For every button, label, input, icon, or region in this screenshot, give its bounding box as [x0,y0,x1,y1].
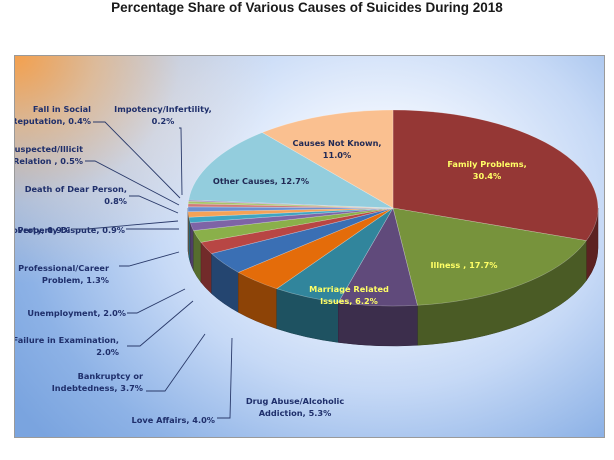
slice-label-line: Illness , 17.7% [430,260,497,270]
slice-label-3: Drug Abuse/Alcoholic Addiction, 5.3% [246,396,345,418]
pie-slice-13 [187,200,394,209]
leader-line-5 [146,333,206,392]
pie-slice-8 [189,207,394,231]
slice-label-6: Failure in Examination, 2.0% [15,335,119,357]
pie-slice-14 [188,199,394,209]
slice-label-14: Impotency/Infertility, 0.2% [114,104,212,126]
slice-label-line: Relation , 0.5% [15,156,83,166]
slice-label-line: Professional/Career [18,263,110,273]
slice-label-line: Fall in Social [33,104,91,114]
slice-label-1: Illness , 17.7% [430,260,497,270]
slice-label-line: Problem, 1.3% [42,275,109,285]
pie-slice-6 [200,207,394,254]
slice-label-line: Death of Dear Person, [25,184,127,194]
slice-label-2: Marriage Related Issues, 6.2% [309,284,389,306]
leader-line-10 [71,220,179,230]
slice-label-13: Fall in Social Reputation, 0.4% [15,104,91,126]
slice-label-line: Marriage Related [309,284,389,294]
slice-label-line: Love Affairs, 4.0% [132,415,215,425]
leader-line-14 [179,127,183,196]
pie-slice-5 [210,207,394,273]
slice-label-line: 11.0% [323,150,351,160]
pie-slice-2 [337,207,418,307]
pie-side-2 [338,302,418,347]
slice-label-line: Bankruptcy or [78,371,144,381]
slice-label-8: Professional/Career Problem, 1.3% [18,263,110,285]
slice-label-line: Failure in Examination, [15,335,119,345]
slice-label-line: Addiction, 5.3% [259,408,332,418]
pie-chart: Family Problems, 30.4% Illness , 17.7% Marr… [15,104,599,425]
pie-slice-1 [392,207,587,306]
pie-slice-9 [188,207,394,224]
slice-label-line: Impotency/Infertility, [114,104,212,114]
pie-slice-10 [187,207,394,218]
slice-label-line: Suspected/Illicit [15,144,83,154]
slice-label-7: Unemployment, 2.0% [27,308,126,318]
slice-label-line: Unemployment, 2.0% [27,308,126,318]
pie-slice-16 [261,109,394,209]
leader-line-8 [119,251,180,267]
leader-line-12 [85,160,180,206]
slice-label-5: Bankruptcy or Indebtedness, 3.7% [52,371,144,393]
slice-label-9: Property Dispute, 0.9% [17,225,125,235]
slice-label-line: Indebtedness, 3.7% [52,383,143,393]
slice-label-line: Drug Abuse/Alcoholic [246,396,345,406]
slice-label-15: Other Causes, 12.7% [213,176,309,186]
slice-label-16: Causes Not Known, 11.0% [292,138,381,160]
pie-labels: Family Problems, 30.4% Illness , 17.7% Marr… [15,104,527,425]
pie-slice-7 [193,207,394,243]
pie-slice-4 [237,207,394,290]
leader-line-11 [129,195,179,214]
slice-label-line: Issues, 6.2% [320,296,378,306]
pie-slice-12 [187,203,394,209]
leader-line-7 [127,288,186,314]
slice-label-12: Suspected/Illicit Relation , 0.5% [15,144,83,166]
slice-label-line: Causes Not Known, [292,138,381,148]
slice-label-11: Death of Dear Person, 0.8% [25,184,127,206]
slice-label-line: Reputation, 0.4% [15,116,91,126]
slice-label-line: 0.2% [152,116,175,126]
slice-label-line: 0.8% [104,196,127,206]
slice-label-line: Other Causes, 12.7% [213,176,309,186]
chart-title: Percentage Share of Various Causes of Su… [111,0,503,15]
slice-label-line: 2.0% [96,347,119,357]
slice-label-line: Poverty, 0.9% [15,225,70,235]
leader-line-4 [217,337,233,419]
slice-label-line: 30.4% [473,171,501,181]
pie-slice-3 [276,207,394,303]
leader-line-13 [93,121,181,199]
slice-label-line: Property Dispute, 0.9% [17,225,125,235]
pie-slices [187,109,599,307]
pie-slice-11 [187,206,394,212]
chart-area: Family Problems, 30.4% Illness , 17.7% Marr… [14,55,605,438]
leader-line-6 [127,300,194,347]
slice-label-line: Family Problems, [447,159,526,169]
slice-label-0: Family Problems, 30.4% [447,159,526,181]
slice-label-4: Love Affairs, 4.0% [132,415,215,425]
pie-slice-0 [392,109,599,241]
slice-label-10: Poverty, 0.9% [15,225,70,235]
pie-slice-15 [188,132,394,209]
